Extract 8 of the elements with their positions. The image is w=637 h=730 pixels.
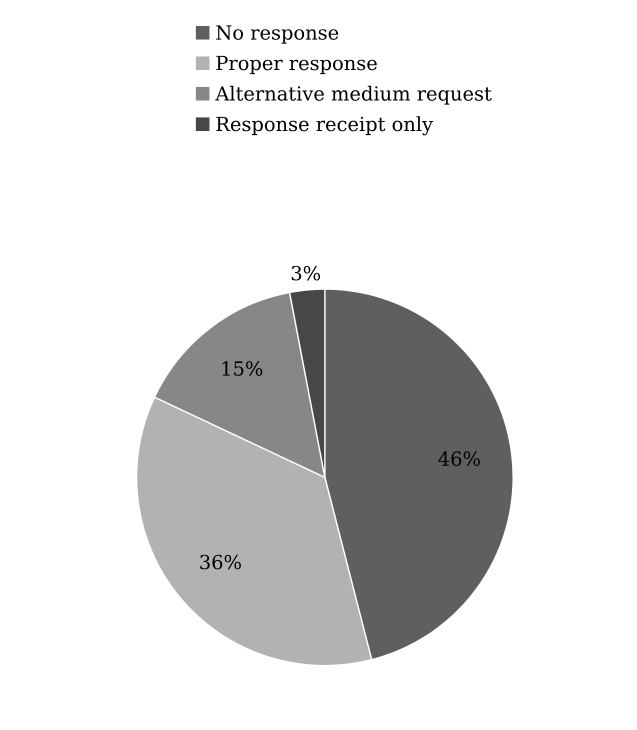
data-label: 15% — [222, 361, 262, 376]
data-label: 3% — [292, 266, 320, 281]
data-label: 36% — [200, 554, 241, 570]
legend-label: Proper response — [216, 56, 377, 74]
data-label: 46% — [438, 451, 480, 466]
legend-label: Response receipt only — [216, 116, 434, 136]
legend-label: No response — [216, 25, 338, 44]
legend-label: Alternative medium request — [215, 86, 492, 105]
